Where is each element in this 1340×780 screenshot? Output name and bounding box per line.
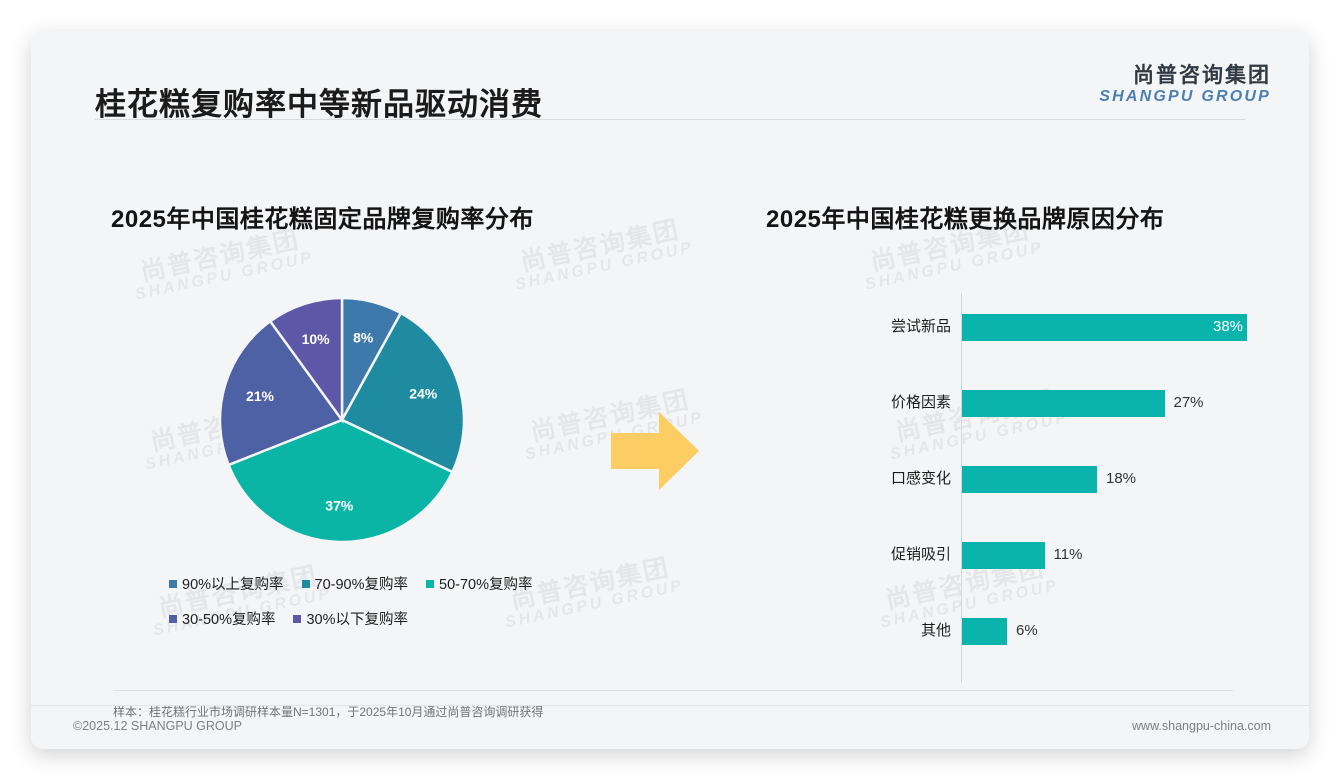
website-link[interactable]: www.shangpu-china.com bbox=[1132, 719, 1271, 733]
bar-chart: 尝试新品 38% 价格因素 27% 口感变化 18% 促销吸引 11% 其他 6% bbox=[851, 293, 1271, 683]
watermark: 尚普咨询集团 SHANGPU GROUP bbox=[129, 225, 316, 305]
right-arrow-icon bbox=[611, 412, 699, 490]
bar-value-label: 18% bbox=[1106, 470, 1137, 487]
bar-chart-row: 口感变化 18% bbox=[851, 463, 1271, 495]
pie-slice bbox=[268, 296, 344, 424]
legend-label: 70-90%复购率 bbox=[314, 577, 409, 593]
bar-chart-row: 其他 6% bbox=[851, 615, 1271, 647]
legend-swatch-icon bbox=[169, 579, 177, 588]
legend-label: 90%以上复购率 bbox=[182, 577, 284, 593]
legend-label: 50-70%复购率 bbox=[439, 577, 533, 593]
source-footnote: 样本：桂花糕行业市场调研样本量N=1301，于2025年10月通过尚普咨询调研获… bbox=[113, 690, 1233, 720]
legend-label: 30%以下复购率 bbox=[306, 612, 409, 628]
legend-label: 30-50%复购率 bbox=[182, 612, 276, 628]
bar-chart-row: 尝试新品 38% bbox=[851, 311, 1271, 343]
header-divider bbox=[95, 119, 1245, 120]
bar-fill bbox=[962, 542, 1045, 569]
pie-legend: 90%以上复购率 70-90%复购率 50-70%复购率 30-50%复购率 30%以下… bbox=[169, 573, 609, 629]
bar-fill bbox=[962, 618, 1007, 645]
legend-swatch-icon bbox=[169, 614, 177, 623]
bar-chart-row: 价格因素 27% bbox=[851, 387, 1271, 419]
pie-slice-label: 24% bbox=[409, 386, 438, 402]
legend-swatch-icon bbox=[426, 579, 435, 588]
bar-value-label: 27% bbox=[1173, 394, 1204, 411]
page-title: 桂花糕复购率中等新品驱动消费 bbox=[95, 87, 543, 122]
pie-chart: 8% 24% 37% 21% 10% bbox=[217, 295, 467, 545]
bar-chart-row: 促销吸引 11% bbox=[851, 539, 1271, 571]
pie-slice-label: 21% bbox=[246, 388, 275, 404]
brand-logo: 尚普咨询集团 SHANGPU GROUP bbox=[1099, 64, 1271, 105]
pie-slice bbox=[218, 319, 344, 467]
bar-fill bbox=[962, 314, 1247, 341]
legend-swatch-icon bbox=[301, 579, 310, 588]
bar-value-label: 11% bbox=[1053, 546, 1083, 563]
legend-swatch-icon bbox=[293, 614, 302, 623]
pie-slice-label: 37% bbox=[325, 497, 354, 513]
logo-en-text: SHANGPU GROUP bbox=[1099, 87, 1271, 105]
legend-item[interactable]: 90%以上复购率 bbox=[169, 573, 284, 594]
bar-category-label: 价格因素 bbox=[890, 394, 951, 411]
bar-chart-axis bbox=[961, 293, 962, 683]
pie-slice-label: 8% bbox=[353, 329, 374, 345]
watermark-en: SHANGPU GROUP bbox=[863, 239, 1046, 294]
bar-category-label: 尝试新品 bbox=[890, 318, 951, 335]
legend-item[interactable]: 50-70%复购率 bbox=[426, 573, 533, 594]
flow-arrow bbox=[609, 406, 701, 496]
pie-slice-label: 10% bbox=[302, 331, 331, 347]
slide-footer: ©2025.12 SHANGPU GROUP www.shangpu-china… bbox=[31, 705, 1309, 749]
watermark-cn: 尚普咨询集团 bbox=[138, 225, 303, 287]
slide-header: 桂花糕复购率中等新品驱动消费 尚普咨询集团 SHANGPU GROUP bbox=[31, 31, 1309, 122]
bar-value-label: 6% bbox=[1016, 622, 1038, 639]
legend-item[interactable]: 30-50%复购率 bbox=[169, 608, 275, 629]
slide-card: 尚普咨询集团 SHANGPU GROUP 尚普咨询集团 SHANGPU GROU… bbox=[31, 31, 1309, 749]
bar-category-label: 促销吸引 bbox=[890, 546, 951, 563]
logo-cn-text: 尚普咨询集团 bbox=[1133, 64, 1271, 87]
bar-category-label: 其他 bbox=[920, 622, 951, 639]
bar-category-label: 口感变化 bbox=[890, 470, 951, 487]
bar-fill bbox=[962, 390, 1165, 417]
pie-chart-svg: 8% 24% 37% 21% 10% bbox=[218, 296, 466, 544]
copyright-text: ©2025.12 SHANGPU GROUP bbox=[73, 719, 242, 733]
watermark-en: SHANGPU GROUP bbox=[513, 239, 696, 294]
legend-item[interactable]: 70-90%复购率 bbox=[301, 573, 409, 594]
legend-item[interactable]: 30%以下复购率 bbox=[293, 608, 408, 629]
left-chart-title: 2025年中国桂花糕固定品牌复购率分布 bbox=[111, 206, 534, 233]
pie-slice bbox=[340, 311, 466, 474]
bar-fill bbox=[962, 466, 1097, 493]
watermark: 尚普咨询集团 SHANGPU GROUP bbox=[509, 215, 696, 295]
right-chart-title: 2025年中国桂花糕更换品牌原因分布 bbox=[766, 206, 1165, 233]
watermark-cn: 尚普咨询集团 bbox=[518, 215, 683, 277]
bar-value-label: 38% bbox=[1213, 318, 1244, 335]
pie-slice bbox=[226, 418, 455, 544]
